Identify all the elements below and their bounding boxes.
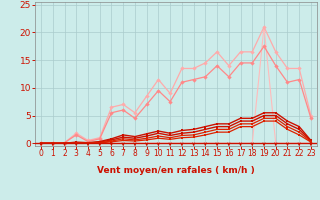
X-axis label: Vent moyen/en rafales ( km/h ): Vent moyen/en rafales ( km/h ) xyxy=(97,166,255,175)
